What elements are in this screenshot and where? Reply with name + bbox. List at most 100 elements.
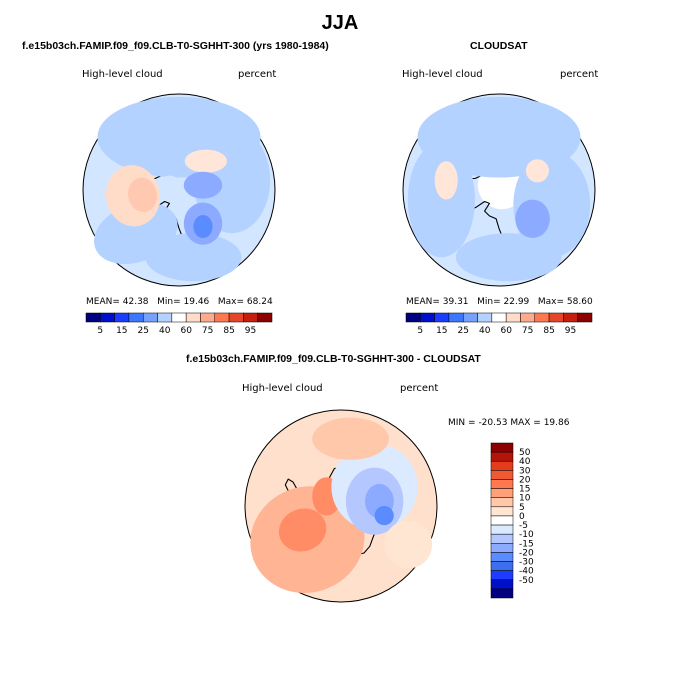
panel3-colorbar-box bbox=[490, 479, 514, 489]
panel3-colorbar-label: 15 bbox=[519, 485, 530, 495]
panel3-colorbar-label: -50 bbox=[519, 576, 534, 586]
panel2-colorbar: 5 15 25 40 60 75 85 95 bbox=[405, 312, 593, 336]
panel2-colorbar-label: 95 bbox=[565, 326, 576, 336]
panel2-contour-region bbox=[407, 142, 475, 258]
panel3-max-label: MAX = bbox=[510, 418, 541, 428]
panel2-min-label: Min= bbox=[477, 297, 501, 307]
panel2-colorbar-box bbox=[548, 312, 564, 323]
panel2-colorbar-box bbox=[477, 312, 493, 323]
panel3-min-label: MIN = bbox=[448, 418, 476, 428]
panel2-variable-label: High-level cloud bbox=[402, 69, 483, 80]
panel3-contour-region bbox=[384, 520, 433, 569]
panel2-mean-value: 39.31 bbox=[442, 297, 469, 307]
panel3-colorbar-box bbox=[490, 470, 514, 480]
panel3-colorbar-label: -10 bbox=[519, 530, 534, 540]
panel1-colorbar-box bbox=[257, 312, 273, 323]
panel2-colorbar-box bbox=[491, 312, 507, 323]
panel1-colorbar-box bbox=[85, 312, 101, 323]
panel3-colorbar-box bbox=[490, 543, 514, 553]
panel3-max-value: 19.86 bbox=[543, 418, 570, 428]
panel2-colorbar-box bbox=[462, 312, 478, 323]
panel1-colorbar-box bbox=[142, 312, 158, 323]
panel2-stats: MEAN= 39.31 Min= 22.99 Max= 58.60 bbox=[406, 297, 593, 307]
panel2-colorbar-label: 40 bbox=[479, 326, 491, 336]
panel1-colorbar-box bbox=[114, 312, 130, 323]
panel2-colorbar-label: 15 bbox=[436, 326, 447, 336]
panel1-colorbar-box bbox=[157, 312, 173, 323]
panel2-colorbar-box bbox=[405, 312, 421, 323]
panel2-min-value: 22.99 bbox=[503, 297, 530, 307]
panel2-mean-label: MEAN= bbox=[406, 297, 440, 307]
panel2-colorbar-box bbox=[534, 312, 550, 323]
panel2-colorbar-box bbox=[420, 312, 435, 323]
panel3-colorbar-label: -5 bbox=[519, 521, 528, 531]
panel1-colorbar-box bbox=[214, 312, 230, 323]
panel2-colorbar-box bbox=[577, 312, 593, 323]
panel1-colorbar-box bbox=[200, 312, 216, 323]
panel3-colorbar-box bbox=[490, 579, 514, 590]
panel1-colorbar-label: 60 bbox=[180, 326, 192, 336]
panel1-mean-label: MEAN= bbox=[86, 297, 120, 307]
panel2-title: CLOUDSAT bbox=[470, 40, 528, 52]
panel1-map-border bbox=[82, 93, 276, 287]
panel1-contour-region bbox=[128, 177, 158, 213]
figure-title: JJA bbox=[321, 12, 359, 34]
panel3-colorbar-label: -30 bbox=[519, 558, 534, 568]
panel2-units-label: percent bbox=[560, 69, 599, 80]
panel1-colorbar-box bbox=[171, 312, 187, 323]
panel1-contour-region bbox=[184, 149, 228, 173]
panel2-colorbar-label: 75 bbox=[522, 326, 533, 336]
panel1-max-label: Max= bbox=[217, 297, 245, 307]
panel2-map-border bbox=[402, 93, 596, 287]
panel1-colorbar-box bbox=[100, 312, 115, 323]
panel2-colorbar-box bbox=[520, 312, 536, 323]
panel3-contour-region bbox=[312, 417, 389, 460]
panel2-contour-region bbox=[434, 161, 458, 200]
panel1-colorbar-label: 25 bbox=[137, 326, 148, 336]
panel3-colorbar-label: -15 bbox=[519, 539, 534, 549]
panel3-colorbar-box bbox=[490, 552, 514, 562]
panel1-min-value: 19.46 bbox=[183, 297, 210, 307]
panel1-contour-region bbox=[157, 175, 181, 195]
panel2-max-label: Max= bbox=[537, 297, 565, 307]
panel2-colorbar-box bbox=[448, 312, 464, 323]
panel3-colorbar-label: 40 bbox=[519, 457, 531, 467]
panel1-colorbar-box bbox=[243, 312, 258, 323]
panel1-colorbar-label: 15 bbox=[116, 326, 127, 336]
panel2-colorbar-label: 85 bbox=[543, 326, 554, 336]
panel3-colorbar-label: 30 bbox=[519, 466, 531, 476]
panel2-max-value: 58.60 bbox=[566, 297, 593, 307]
panel1-colorbar-label: 75 bbox=[202, 326, 213, 336]
panel3-colorbar-label: 20 bbox=[519, 476, 531, 486]
panel3-colorbar-box bbox=[490, 460, 514, 471]
panel1-colorbar-box bbox=[185, 312, 201, 323]
panel1-min-label: Min= bbox=[157, 297, 181, 307]
panel3-colorbar-box bbox=[490, 524, 514, 535]
panel1-variable-label: High-level cloud bbox=[82, 69, 163, 80]
panel3-colorbar-label: -40 bbox=[519, 567, 534, 577]
panel1-colorbar: 5 15 25 40 60 75 85 95 bbox=[85, 312, 273, 336]
panel1-contour-region bbox=[193, 214, 213, 238]
panel1-units-label: percent bbox=[238, 69, 277, 80]
panel3-colorbar-box bbox=[490, 515, 514, 526]
panel3-units-label: percent bbox=[400, 383, 439, 394]
panel3-colorbar-label: -20 bbox=[519, 548, 534, 558]
panel2-colorbar-label: 25 bbox=[457, 326, 468, 336]
panel3-map-border bbox=[244, 409, 438, 603]
panel1-colorbar-label: 40 bbox=[159, 326, 171, 336]
panel1-colorbar-label: 5 bbox=[97, 326, 103, 336]
panel3-variable-label: High-level cloud bbox=[242, 383, 323, 394]
panel3-stats: MIN = -20.53 MAX = 19.86 bbox=[448, 418, 569, 428]
panel3-colorbar-label: 5 bbox=[519, 503, 525, 513]
panel2-colorbar-box bbox=[505, 312, 521, 323]
panel1-contour-region bbox=[183, 171, 223, 199]
panel1-colorbar-label: 95 bbox=[245, 326, 256, 336]
panel3-contour-region bbox=[374, 505, 394, 526]
panel1-colorbar-box bbox=[128, 312, 144, 323]
panel3-colorbar-box bbox=[490, 488, 514, 498]
panel2-contour-region bbox=[525, 159, 549, 183]
panel2-contour-region bbox=[515, 199, 550, 238]
panel1-max-value: 68.24 bbox=[246, 297, 273, 307]
